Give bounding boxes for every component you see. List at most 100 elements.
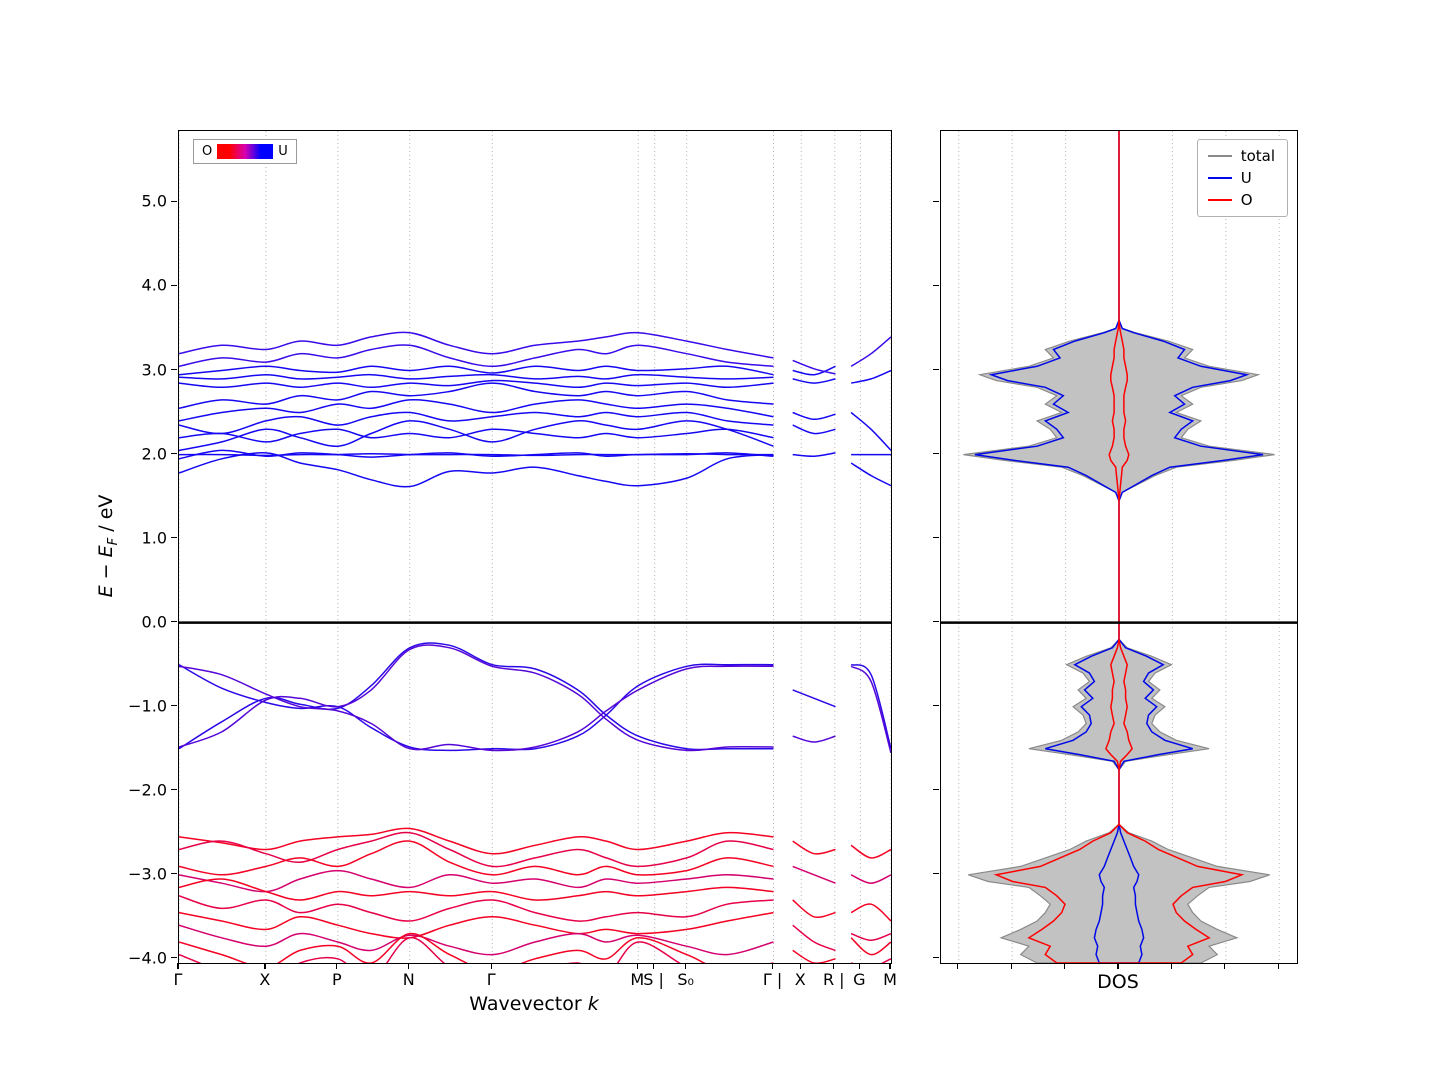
y-tick-mark bbox=[171, 957, 177, 959]
band-structure-panel: O U bbox=[178, 130, 892, 964]
band-line bbox=[179, 379, 774, 389]
x-tick-mark bbox=[408, 963, 410, 969]
band-line bbox=[850, 665, 891, 754]
k-point-label: X bbox=[794, 970, 806, 989]
total-line-swatch bbox=[1207, 155, 1232, 157]
x-tick-mark bbox=[799, 963, 801, 969]
band-line bbox=[179, 399, 774, 422]
band-line bbox=[179, 665, 774, 752]
xlabel-text: Wavevector bbox=[469, 993, 588, 1015]
dos-plot bbox=[941, 131, 1297, 963]
y-tick-mark bbox=[933, 873, 939, 875]
y-tick-mark bbox=[171, 368, 177, 371]
y-tick-mark bbox=[171, 873, 177, 875]
band-line bbox=[179, 344, 774, 368]
O-line-swatch bbox=[1207, 199, 1232, 201]
k-point-label: Γ | bbox=[762, 970, 783, 989]
legend-item-total: total bbox=[1207, 145, 1275, 167]
x-tick-mark bbox=[264, 963, 266, 969]
ylabel-E2: E bbox=[95, 545, 118, 558]
dos-total-area bbox=[963, 131, 1275, 963]
y-tick-mark bbox=[171, 200, 177, 203]
band-line bbox=[179, 420, 774, 452]
band-line bbox=[179, 449, 774, 460]
band-line bbox=[179, 895, 774, 922]
x-tick-mark bbox=[490, 963, 492, 969]
band-line bbox=[850, 932, 891, 942]
y-tick-mark bbox=[171, 705, 177, 707]
band-line bbox=[179, 373, 774, 380]
legend-label-O: O bbox=[1240, 191, 1253, 209]
band-line bbox=[850, 844, 891, 859]
U-line-swatch bbox=[1207, 177, 1232, 179]
ylabel-sub-F: F bbox=[105, 537, 121, 546]
y-tick-mark bbox=[933, 957, 939, 959]
band-line bbox=[179, 663, 774, 752]
dos-x-tick-mark bbox=[1117, 963, 1119, 969]
band-line bbox=[850, 903, 891, 922]
band-line bbox=[850, 369, 891, 384]
y-tick-mark bbox=[933, 789, 939, 791]
legend-label-U: U bbox=[1240, 169, 1252, 187]
band-line bbox=[179, 428, 774, 443]
band-line bbox=[792, 378, 836, 384]
band-line bbox=[792, 949, 836, 963]
x-tick-mark bbox=[889, 963, 891, 969]
colorbar-left-label: O bbox=[202, 144, 213, 159]
dos-O-line bbox=[993, 131, 1245, 963]
band-line bbox=[179, 911, 774, 939]
x-tick-mark bbox=[177, 963, 179, 969]
k-point-label: G bbox=[853, 970, 866, 989]
k-point-label: X bbox=[259, 970, 271, 989]
band-line bbox=[179, 644, 774, 752]
band-line bbox=[850, 411, 891, 451]
y-tick-mark bbox=[933, 284, 939, 287]
y-tick-label: 1.0 bbox=[141, 528, 167, 548]
band-line bbox=[179, 331, 774, 359]
band-line bbox=[792, 452, 836, 457]
band-line bbox=[179, 642, 774, 751]
y-tick-mark bbox=[171, 621, 177, 623]
y-tick-label: 0.0 bbox=[141, 612, 167, 632]
band-line bbox=[179, 827, 774, 855]
band-line bbox=[179, 932, 774, 963]
band-line bbox=[851, 958, 891, 963]
band-line bbox=[792, 411, 836, 421]
y-tick-label: −1.0 bbox=[128, 696, 167, 716]
y-tick-mark bbox=[171, 284, 177, 287]
dos-x-tick-mark bbox=[1277, 963, 1279, 969]
x-tick-mark bbox=[653, 963, 655, 969]
y-tick-mark bbox=[171, 536, 177, 539]
x-tick-mark bbox=[833, 963, 835, 969]
band-line bbox=[179, 452, 774, 488]
k-point-label: N bbox=[402, 970, 415, 989]
x-tick-mark bbox=[685, 963, 687, 969]
band-line bbox=[179, 831, 774, 868]
ylabel-minus: − bbox=[95, 557, 118, 586]
legend-item-O: O bbox=[1207, 189, 1275, 211]
x-axis-label: Wavevector k bbox=[469, 993, 598, 1015]
band-line bbox=[792, 840, 836, 855]
y-tick-label: −2.0 bbox=[128, 780, 167, 800]
band-line bbox=[850, 336, 891, 367]
x-tick-mark bbox=[771, 963, 774, 969]
band-line bbox=[792, 924, 836, 952]
colorbar-gradient bbox=[217, 144, 274, 159]
y-tick-mark bbox=[171, 452, 177, 455]
ylabel-E1: E bbox=[95, 585, 118, 598]
y-tick-mark bbox=[933, 368, 939, 371]
k-point-label: M bbox=[883, 970, 897, 989]
y-axis-label-text: E − EF / eV bbox=[95, 495, 121, 598]
y-tick-mark bbox=[933, 705, 939, 707]
k-point-label: P bbox=[331, 970, 342, 989]
x-tick-mark bbox=[336, 963, 338, 969]
dos-U-line bbox=[974, 131, 1264, 963]
y-tick-mark bbox=[933, 200, 939, 203]
band-line bbox=[792, 735, 836, 743]
band-line bbox=[179, 869, 774, 893]
y-tick-label: 5.0 bbox=[141, 191, 167, 211]
band-line bbox=[792, 689, 836, 708]
dos-x-tick-mark bbox=[1224, 963, 1226, 969]
y-tick-mark bbox=[933, 621, 939, 623]
band-line bbox=[179, 382, 774, 410]
